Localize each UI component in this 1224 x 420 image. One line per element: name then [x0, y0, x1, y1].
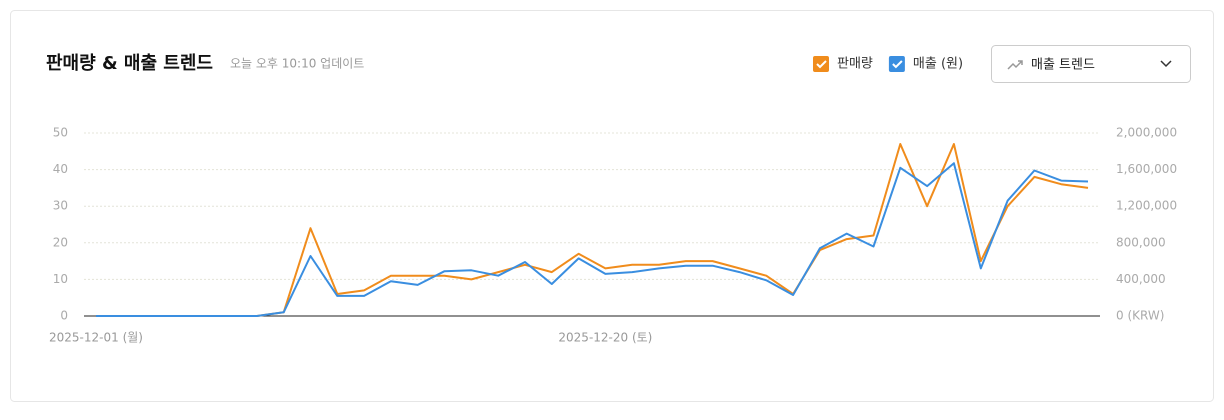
x-tick-label: 2025-12-20 (토): [558, 331, 652, 345]
y2-tick-label: 0 (KRW): [1116, 309, 1164, 323]
y2-tick-label: 2,000,000: [1116, 126, 1177, 140]
legend-label[interactable]: 판매량: [837, 57, 873, 72]
y-tick-label: 10: [53, 272, 68, 286]
y-tick-label: 40: [53, 162, 68, 176]
y-tick-label: 50: [53, 126, 68, 140]
check-mark: [892, 60, 903, 69]
plot: 0 10 20 30 40 50 0 (KRW) 400,000 800,000 1,200,00…: [49, 126, 1177, 345]
y2-tick-label: 400,000: [1116, 272, 1166, 286]
trend-icon: [1007, 60, 1023, 70]
y-tick-label: 30: [53, 199, 68, 213]
y2-tick-label: 800,000: [1116, 235, 1166, 249]
x-tick-label: 2025-12-01 (월): [49, 331, 143, 345]
y-tick-label: 0: [60, 309, 68, 323]
legend: 판매량 매출 (원): [813, 56, 963, 72]
check-mark: [816, 60, 827, 69]
dropdown-label[interactable]: 매출 트렌드: [1031, 58, 1095, 73]
chart-title: 판매량 & 매출 트렌드: [46, 53, 213, 74]
update-time: 오늘 오후 10:10 업데이트: [230, 57, 364, 71]
legend-checkbox[interactable]: [813, 56, 829, 72]
y2-tick-label: 1,600,000: [1116, 162, 1177, 176]
legend-label[interactable]: 매출 (원): [913, 57, 963, 72]
legend-checkbox[interactable]: [888, 56, 905, 72]
series-line: [96, 162, 1089, 317]
dropdown-box[interactable]: [991, 45, 1191, 83]
chevron: [1160, 60, 1172, 68]
y2-tick-label: 1,200,000: [1116, 199, 1177, 213]
dropdown[interactable]: 매출 트렌드: [991, 45, 1191, 83]
y-tick-label: 20: [53, 235, 68, 249]
